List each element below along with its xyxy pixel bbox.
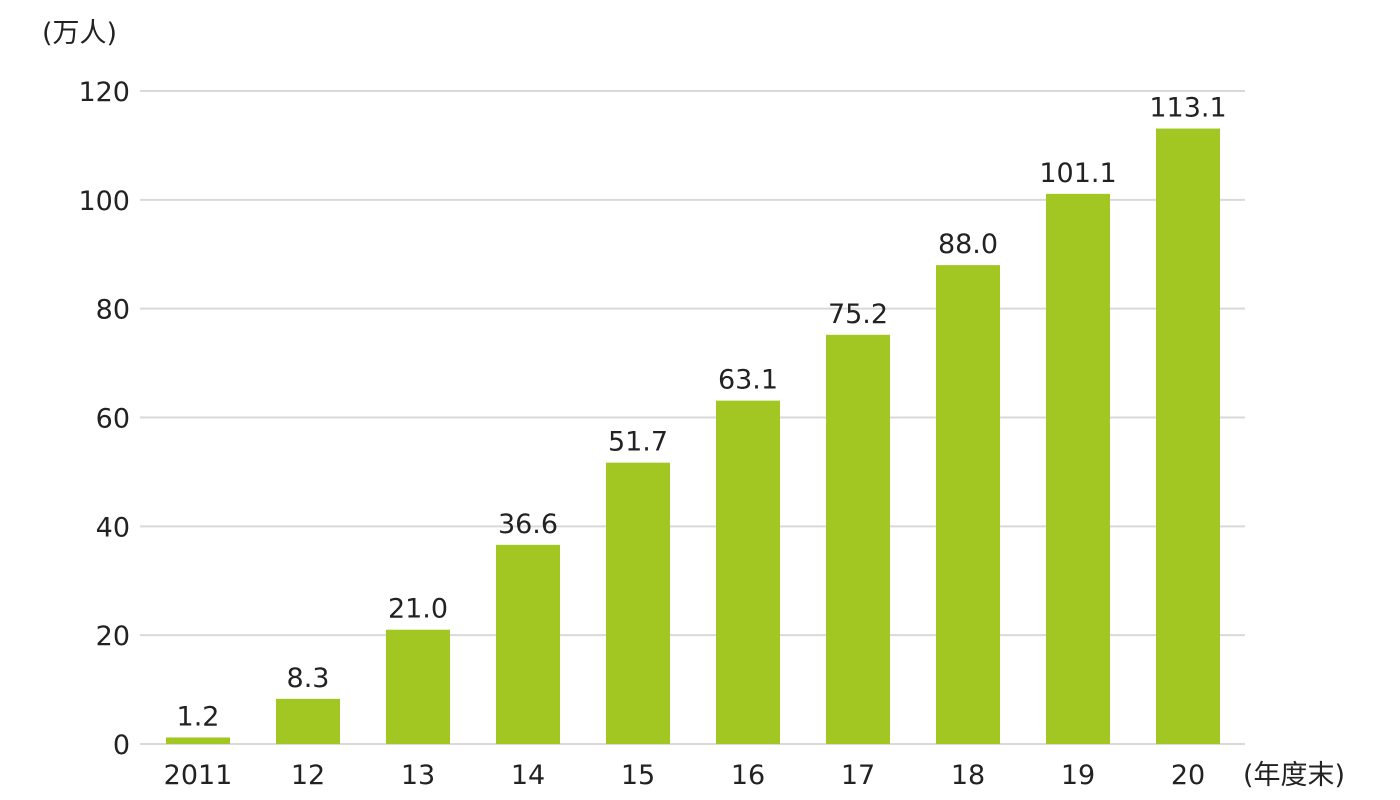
y-tick-label: 120	[78, 77, 130, 108]
bar-18	[936, 265, 1000, 744]
bar-13	[386, 629, 450, 744]
data-label: 101.1	[1039, 158, 1116, 189]
data-label: 1.2	[177, 701, 220, 732]
bar-17	[826, 334, 890, 744]
y-tick-label: 20	[96, 621, 130, 652]
x-axis-unit-label: (年度末)	[1243, 760, 1345, 791]
data-label: 36.6	[498, 509, 558, 540]
data-label: 21.0	[388, 594, 448, 625]
bar-19	[1046, 193, 1110, 744]
bar-15	[606, 462, 670, 744]
y-tick-label: 100	[78, 186, 130, 217]
bar-20	[1156, 128, 1220, 745]
bar-16	[716, 400, 780, 744]
data-label: 113.1	[1149, 93, 1226, 124]
y-tick-label: 60	[96, 404, 130, 435]
x-tick-label: 19	[1061, 760, 1095, 791]
x-tick-label: 20	[1171, 760, 1205, 791]
x-tick-label: 13	[401, 760, 435, 791]
y-tick-label: 40	[96, 512, 130, 543]
y-axis-unit-label: (万人)	[42, 18, 117, 49]
x-tick-label: 12	[291, 760, 325, 791]
x-tick-label: 2011	[164, 760, 233, 791]
grid-layer	[140, 90, 1245, 745]
bar-12	[276, 698, 340, 744]
y-tick-label: 80	[96, 295, 130, 326]
x-tick-label: 14	[511, 760, 545, 791]
data-label: 75.2	[828, 299, 888, 330]
labels-layer: 1.2 8.3 21.0 36.6 51.7 63.1 75.2 88.0 101.1 113.1	[177, 93, 1227, 733]
data-label: 51.7	[608, 427, 668, 458]
data-label: 8.3	[287, 663, 330, 694]
x-tick-label: 16	[731, 760, 765, 791]
x-tick-label: 15	[621, 760, 655, 791]
axis-layer: 0 20 40 60 80 100 120 2011 12 13 14 15 16 17 18 19 20	[78, 77, 1205, 791]
bar-14	[496, 544, 560, 744]
data-label: 88.0	[938, 229, 998, 260]
bars-layer	[166, 128, 1220, 745]
x-tick-label: 17	[841, 760, 875, 791]
x-tick-label: 18	[951, 760, 985, 791]
bar-2011	[166, 737, 230, 744]
y-tick-label: 0	[113, 730, 130, 761]
data-label: 63.1	[718, 365, 778, 396]
